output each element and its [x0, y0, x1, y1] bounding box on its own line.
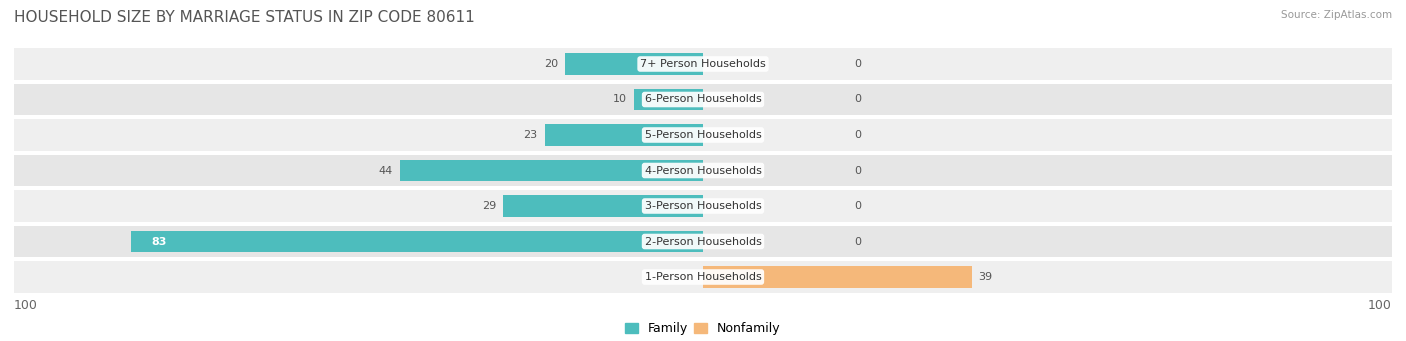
Bar — [399, 160, 703, 181]
Text: 23: 23 — [523, 130, 537, 140]
Text: 0: 0 — [855, 201, 862, 211]
Text: 39: 39 — [979, 272, 993, 282]
Bar — [14, 84, 1392, 115]
Text: 20: 20 — [544, 59, 558, 69]
Text: HOUSEHOLD SIZE BY MARRIAGE STATUS IN ZIP CODE 80611: HOUSEHOLD SIZE BY MARRIAGE STATUS IN ZIP… — [14, 10, 475, 25]
Text: 4-Person Households: 4-Person Households — [644, 165, 762, 176]
Text: 0: 0 — [855, 130, 862, 140]
Text: 0: 0 — [855, 165, 862, 176]
Text: 0: 0 — [855, 237, 862, 247]
Bar — [14, 48, 1392, 79]
Bar — [14, 262, 1392, 293]
Text: 5-Person Households: 5-Person Households — [644, 130, 762, 140]
Text: 0: 0 — [855, 94, 862, 104]
Text: 6-Person Households: 6-Person Households — [644, 94, 762, 104]
Text: Source: ZipAtlas.com: Source: ZipAtlas.com — [1281, 10, 1392, 20]
Bar — [544, 124, 703, 146]
Text: 1-Person Households: 1-Person Households — [644, 272, 762, 282]
Legend: Family, Nonfamily: Family, Nonfamily — [620, 317, 786, 340]
Text: 10: 10 — [613, 94, 627, 104]
Bar — [634, 89, 703, 110]
Text: 2-Person Households: 2-Person Households — [644, 237, 762, 247]
Text: 3-Person Households: 3-Person Households — [644, 201, 762, 211]
Bar — [565, 53, 703, 75]
Text: 7+ Person Households: 7+ Person Households — [640, 59, 766, 69]
Bar — [14, 119, 1392, 151]
Bar — [703, 266, 972, 288]
Text: 100: 100 — [14, 299, 38, 312]
Text: 0: 0 — [855, 59, 862, 69]
Bar — [14, 226, 1392, 257]
Bar — [14, 155, 1392, 186]
Text: 44: 44 — [378, 165, 392, 176]
Text: 100: 100 — [1368, 299, 1392, 312]
Bar — [503, 195, 703, 217]
Bar — [131, 231, 703, 252]
Text: 83: 83 — [152, 237, 167, 247]
Text: 29: 29 — [482, 201, 496, 211]
Bar — [14, 190, 1392, 222]
